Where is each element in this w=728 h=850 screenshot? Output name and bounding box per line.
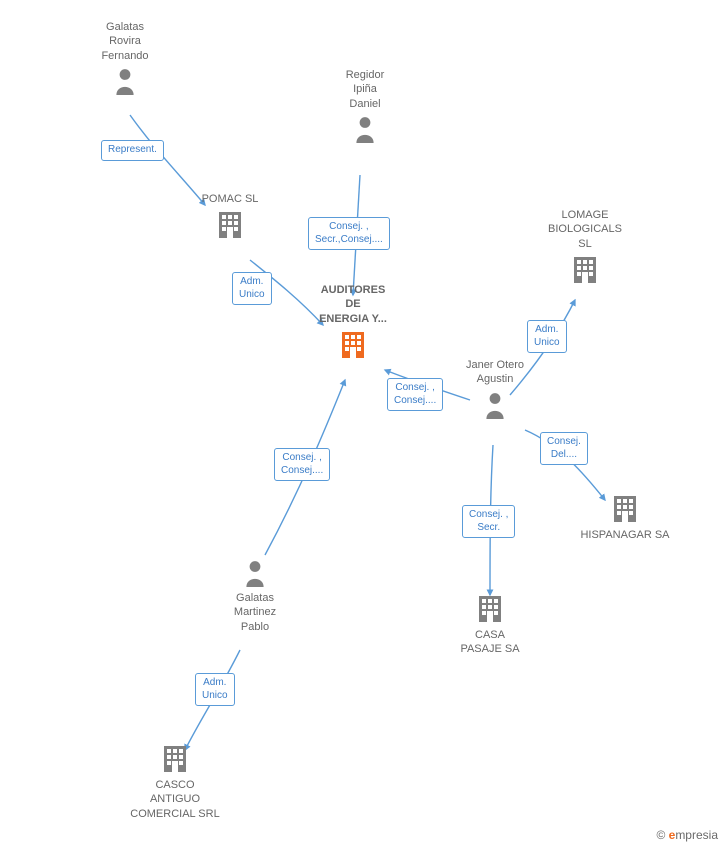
node-auditores[interactable]: AUDITORES DE ENERGIA Y...: [298, 283, 408, 364]
building-icon: [298, 330, 408, 360]
building-icon: [175, 210, 285, 240]
node-label: POMAC SL: [175, 192, 285, 206]
node-label: CASA PASAJE SA: [435, 628, 545, 657]
node-label: AUDITORES DE ENERGIA Y...: [298, 283, 408, 326]
node-label: Regidor Ipiña Daniel: [310, 68, 420, 111]
edge-label-e1: Represent.: [101, 140, 164, 161]
edge-label-e9: Adm. Unico: [195, 673, 235, 706]
node-casa_pasaje[interactable]: CASA PASAJE SA: [435, 590, 545, 657]
node-label: Galatas Rovira Fernando: [70, 20, 180, 63]
node-hispanagar[interactable]: HISPANAGAR SA: [570, 490, 680, 542]
node-regidor_ipina[interactable]: Regidor Ipiña Daniel: [310, 68, 420, 147]
copyright: © empresia: [656, 828, 718, 842]
person-icon: [70, 67, 180, 95]
edge-label-e7: Consej. , Secr.: [462, 505, 515, 538]
node-label: Galatas Martinez Pablo: [200, 591, 310, 634]
edge-label-e6: Consej. Del....: [540, 432, 588, 465]
node-label: LOMAGE BIOLOGICALS SL: [530, 208, 640, 251]
person-icon: [200, 559, 310, 587]
building-icon: [435, 594, 545, 624]
edge-label-e5: Adm. Unico: [527, 320, 567, 353]
node-casco[interactable]: CASCO ANTIGUO COMERCIAL SRL: [120, 740, 230, 821]
edge-label-e3: Adm. Unico: [232, 272, 272, 305]
node-janer[interactable]: Janer Otero Agustin: [440, 358, 550, 423]
building-icon: [120, 744, 230, 774]
person-icon: [310, 115, 420, 143]
node-pomac[interactable]: POMAC SL: [175, 192, 285, 244]
copyright-symbol: ©: [656, 828, 665, 842]
edge-label-e8: Consej. , Consej....: [274, 448, 330, 481]
building-icon: [570, 494, 680, 524]
node-label: HISPANAGAR SA: [570, 528, 680, 542]
brand-rest: mpresia: [675, 828, 718, 842]
node-lomage[interactable]: LOMAGE BIOLOGICALS SL: [530, 208, 640, 289]
node-label: Janer Otero Agustin: [440, 358, 550, 387]
person-icon: [440, 391, 550, 419]
edge-label-e2: Consej. , Secr.,Consej....: [308, 217, 390, 250]
node-galatas_rovira[interactable]: Galatas Rovira Fernando: [70, 20, 180, 99]
edge-label-e4: Consej. , Consej....: [387, 378, 443, 411]
building-icon: [530, 255, 640, 285]
node-label: CASCO ANTIGUO COMERCIAL SRL: [120, 778, 230, 821]
node-galatas_martinez[interactable]: Galatas Martinez Pablo: [200, 555, 310, 634]
